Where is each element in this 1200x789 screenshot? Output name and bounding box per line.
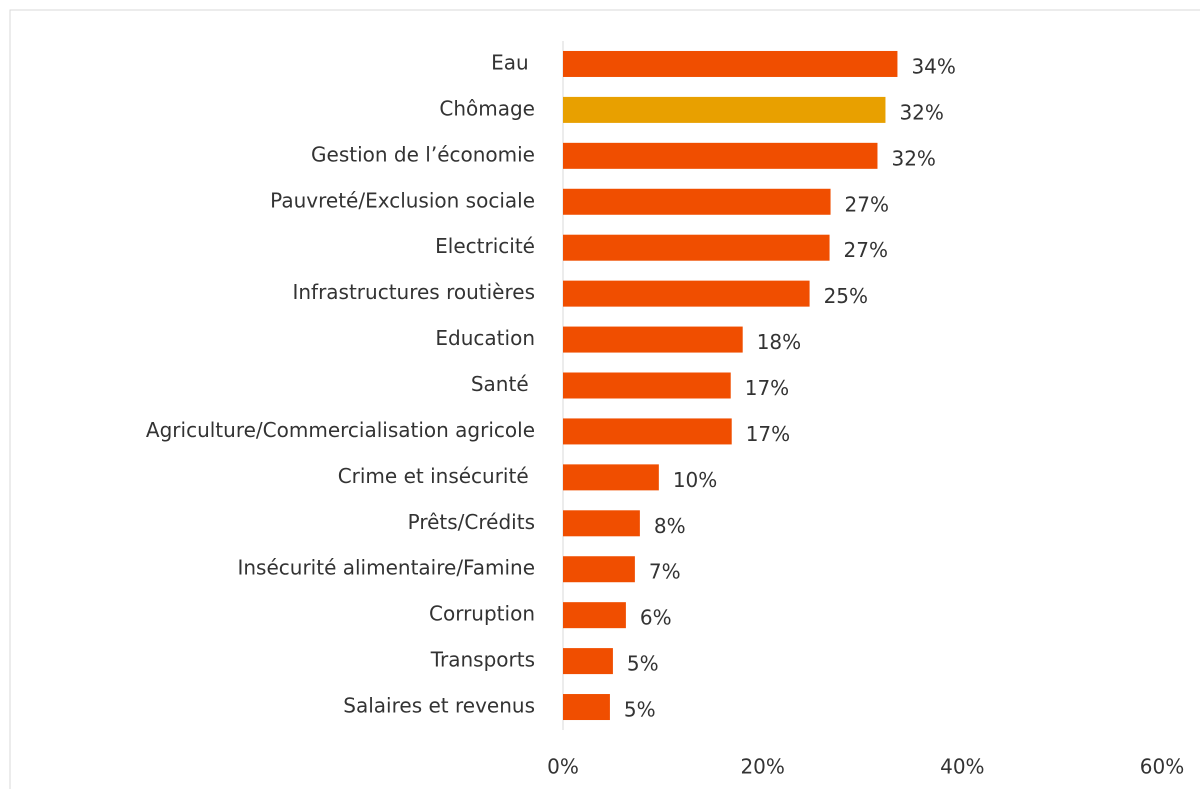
value-label: 10% (673, 468, 717, 492)
value-label: 6% (640, 606, 672, 630)
bar (563, 648, 613, 675)
bar (563, 142, 878, 169)
y-tick-label: Pauvreté/Exclusion sociale (270, 188, 535, 212)
y-tick-label: Chômage (439, 96, 535, 120)
x-tick-label: 0% (547, 755, 579, 779)
value-label: 27% (845, 192, 889, 216)
y-tick-label: Insécurité alimentaire/Famine (237, 556, 535, 580)
bar (563, 464, 659, 491)
value-label: 5% (624, 698, 656, 722)
bar (563, 694, 610, 721)
bar (563, 234, 830, 261)
x-tick-label: 40% (940, 755, 984, 779)
bar (563, 50, 898, 77)
y-tick-label: Corruption (429, 602, 535, 626)
y-tick-label: Salaires et revenus (343, 694, 535, 718)
y-tick-label: Santé (471, 372, 535, 396)
value-label: 32% (891, 146, 935, 170)
y-tick-label: Transports (430, 648, 535, 672)
y-tick-label: Infrastructures routières (292, 280, 535, 304)
value-label: 7% (649, 560, 681, 584)
y-tick-label: Electricité (435, 234, 535, 258)
y-tick-label: Eau (491, 50, 535, 74)
bar (563, 188, 831, 215)
y-tick-label: Crime et insécurité (338, 464, 535, 488)
value-label: 27% (844, 238, 888, 262)
bar (563, 556, 635, 583)
bar (563, 372, 731, 399)
x-tick-label: 20% (740, 755, 784, 779)
y-tick-label: Agriculture/Commercialisation agricole (146, 418, 535, 442)
value-label: 5% (627, 652, 659, 676)
bar (563, 326, 743, 353)
y-tick-label: Education (435, 326, 535, 350)
chart-border (9, 9, 1200, 789)
value-label: 17% (745, 376, 789, 400)
y-tick-label: Gestion de l’économie (311, 142, 535, 166)
value-label: 17% (746, 422, 790, 446)
bar (563, 418, 732, 445)
value-label: 8% (654, 514, 686, 538)
value-label: 32% (899, 100, 943, 124)
x-tick-label: 60% (1140, 755, 1184, 779)
bar (563, 510, 640, 537)
bar (563, 96, 886, 123)
value-label: 25% (824, 284, 868, 308)
value-label: 34% (911, 54, 955, 78)
bar (563, 280, 810, 307)
value-label: 18% (757, 330, 801, 354)
bar (563, 602, 626, 629)
y-tick-label: Prêts/Crédits (408, 510, 535, 534)
